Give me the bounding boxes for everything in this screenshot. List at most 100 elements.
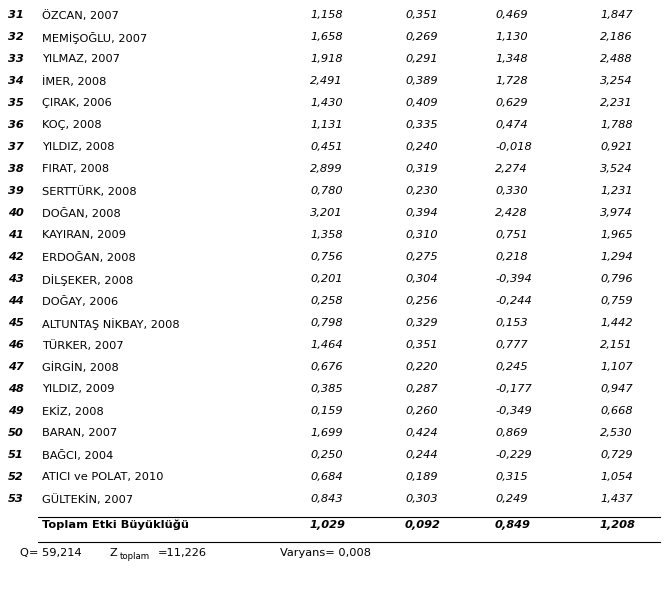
Text: 34: 34 — [8, 76, 24, 86]
Text: YILDIZ, 2009: YILDIZ, 2009 — [42, 384, 114, 394]
Text: 0,921: 0,921 — [600, 142, 633, 152]
Text: -0,018: -0,018 — [495, 142, 532, 152]
Text: 0,269: 0,269 — [405, 32, 438, 42]
Text: 1,430: 1,430 — [310, 98, 343, 108]
Text: 2,488: 2,488 — [600, 54, 633, 64]
Text: 52: 52 — [8, 472, 24, 482]
Text: ÖZCAN, 2007: ÖZCAN, 2007 — [42, 10, 119, 21]
Text: 2,530: 2,530 — [600, 428, 633, 438]
Text: 0,159: 0,159 — [310, 406, 343, 416]
Text: 0,329: 0,329 — [405, 318, 438, 328]
Text: 36: 36 — [8, 120, 24, 130]
Text: 0,201: 0,201 — [310, 274, 343, 284]
Text: KAYIRAN, 2009: KAYIRAN, 2009 — [42, 230, 126, 240]
Text: 0,256: 0,256 — [405, 296, 438, 306]
Text: 0,218: 0,218 — [495, 252, 528, 262]
Text: 0,684: 0,684 — [310, 472, 343, 482]
Text: 1,231: 1,231 — [600, 186, 633, 196]
Text: 1,208: 1,208 — [600, 520, 636, 530]
Text: 0,315: 0,315 — [495, 472, 528, 482]
Text: ALTUNTAŞ NİKBAY, 2008: ALTUNTAŞ NİKBAY, 2008 — [42, 318, 180, 330]
Text: 1,847: 1,847 — [600, 10, 633, 20]
Text: 0,244: 0,244 — [405, 450, 438, 460]
Text: 1,965: 1,965 — [600, 230, 633, 240]
Text: DOĞAN, 2008: DOĞAN, 2008 — [42, 208, 121, 219]
Text: 0,240: 0,240 — [405, 142, 438, 152]
Text: -0,394: -0,394 — [495, 274, 532, 284]
Text: 0,291: 0,291 — [405, 54, 438, 64]
Text: DİLŞEKER, 2008: DİLŞEKER, 2008 — [42, 274, 133, 286]
Text: 1,442: 1,442 — [600, 318, 633, 328]
Text: 47: 47 — [8, 362, 24, 372]
Text: YILMAZ, 2007: YILMAZ, 2007 — [42, 54, 120, 64]
Text: 0,409: 0,409 — [405, 98, 438, 108]
Text: -0,229: -0,229 — [495, 450, 532, 460]
Text: 1,029: 1,029 — [310, 520, 346, 530]
Text: -0,177: -0,177 — [495, 384, 532, 394]
Text: 0,777: 0,777 — [495, 340, 528, 350]
Text: Q= 59,214: Q= 59,214 — [20, 548, 81, 558]
Text: -0,244: -0,244 — [495, 296, 532, 306]
Text: 0,389: 0,389 — [405, 76, 438, 86]
Text: 2,151: 2,151 — [600, 340, 633, 350]
Text: 39: 39 — [8, 186, 24, 196]
Text: 2,491: 2,491 — [310, 76, 343, 86]
Text: 1,107: 1,107 — [600, 362, 633, 372]
Text: 1,437: 1,437 — [600, 494, 633, 504]
Text: 0,780: 0,780 — [310, 186, 343, 196]
Text: FIRAT, 2008: FIRAT, 2008 — [42, 164, 109, 174]
Text: 0,629: 0,629 — [495, 98, 528, 108]
Text: 1,348: 1,348 — [495, 54, 528, 64]
Text: 3,524: 3,524 — [600, 164, 633, 174]
Text: 3,974: 3,974 — [600, 208, 633, 218]
Text: 2,899: 2,899 — [310, 164, 343, 174]
Text: 32: 32 — [8, 32, 24, 42]
Text: 0,849: 0,849 — [495, 520, 531, 530]
Text: 0,287: 0,287 — [405, 384, 438, 394]
Text: 0,153: 0,153 — [495, 318, 528, 328]
Text: 41: 41 — [8, 230, 24, 240]
Text: 3,254: 3,254 — [600, 76, 633, 86]
Text: YILDIZ, 2008: YILDIZ, 2008 — [42, 142, 114, 152]
Text: BAĞCI, 2004: BAĞCI, 2004 — [42, 450, 114, 461]
Text: 0,275: 0,275 — [405, 252, 438, 262]
Text: 49: 49 — [8, 406, 24, 416]
Text: 1,788: 1,788 — [600, 120, 633, 130]
Text: 1,699: 1,699 — [310, 428, 343, 438]
Text: EKİZ, 2008: EKİZ, 2008 — [42, 406, 104, 417]
Text: 0,759: 0,759 — [600, 296, 633, 306]
Text: 0,092: 0,092 — [405, 520, 441, 530]
Text: 38: 38 — [8, 164, 24, 174]
Text: ATICI ve POLAT, 2010: ATICI ve POLAT, 2010 — [42, 472, 164, 482]
Text: -0,349: -0,349 — [495, 406, 532, 416]
Text: 0,676: 0,676 — [310, 362, 343, 372]
Text: ÇIRAK, 2006: ÇIRAK, 2006 — [42, 98, 112, 108]
Text: 0,729: 0,729 — [600, 450, 633, 460]
Text: 50: 50 — [8, 428, 24, 438]
Text: 0,351: 0,351 — [405, 10, 438, 20]
Text: 0,230: 0,230 — [405, 186, 438, 196]
Text: 0,330: 0,330 — [495, 186, 528, 196]
Text: 0,869: 0,869 — [495, 428, 528, 438]
Text: 0,668: 0,668 — [600, 406, 633, 416]
Text: GİRGİN, 2008: GİRGİN, 2008 — [42, 362, 119, 373]
Text: 37: 37 — [8, 142, 24, 152]
Text: 42: 42 — [8, 252, 24, 262]
Text: 0,245: 0,245 — [495, 362, 528, 372]
Text: 1,158: 1,158 — [310, 10, 343, 20]
Text: 43: 43 — [8, 274, 24, 284]
Text: Toplam Etki Büyüklüğü: Toplam Etki Büyüklüğü — [42, 520, 189, 530]
Text: 48: 48 — [8, 384, 24, 394]
Text: Varyans= 0,008: Varyans= 0,008 — [280, 548, 371, 558]
Text: 0,250: 0,250 — [310, 450, 343, 460]
Text: SERTTÜRK, 2008: SERTTÜRK, 2008 — [42, 186, 137, 197]
Text: 44: 44 — [8, 296, 24, 306]
Text: ERDOĞAN, 2008: ERDOĞAN, 2008 — [42, 252, 136, 263]
Text: İMER, 2008: İMER, 2008 — [42, 76, 106, 87]
Text: 0,189: 0,189 — [405, 472, 438, 482]
Text: 2,186: 2,186 — [600, 32, 633, 42]
Text: 0,424: 0,424 — [405, 428, 438, 438]
Text: 0,260: 0,260 — [405, 406, 438, 416]
Text: 0,843: 0,843 — [310, 494, 343, 504]
Text: MEMİŞOĞLU, 2007: MEMİŞOĞLU, 2007 — [42, 32, 147, 44]
